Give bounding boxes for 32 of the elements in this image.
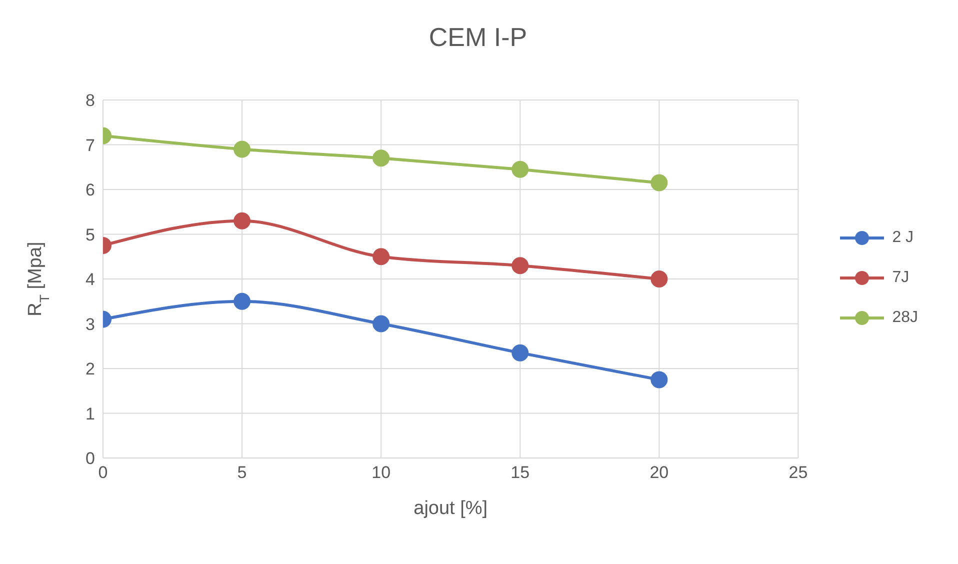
- x-tick-label: 25: [788, 463, 808, 482]
- x-tick-label: 15: [510, 463, 530, 482]
- y-tick-label: 2: [86, 360, 95, 379]
- point: [234, 212, 251, 230]
- y-tick-label: 7: [86, 136, 95, 155]
- y-tick-label: 8: [86, 91, 95, 110]
- x-tick-label: 20: [650, 463, 669, 482]
- legend-label: 28J: [892, 309, 918, 327]
- point: [650, 174, 668, 192]
- point: [512, 160, 529, 178]
- point: [234, 292, 251, 310]
- y-tick-label: 1: [86, 404, 95, 424]
- point: [650, 270, 668, 288]
- point: [372, 150, 390, 167]
- x-tick-label: 10: [372, 463, 391, 482]
- x-tick-label: 5: [237, 463, 247, 482]
- point: [234, 140, 251, 158]
- chart-title: CEM I-P: [428, 22, 528, 53]
- y-tick-label: 5: [86, 225, 95, 244]
- x-tick-label: 0: [98, 463, 108, 482]
- y-tick-label: 0: [86, 449, 95, 468]
- x-axis-title: ajout [%]: [414, 498, 488, 519]
- point: [650, 371, 668, 388]
- y-tick-label: 4: [86, 270, 95, 290]
- legend-label: 2 J: [892, 229, 914, 247]
- point: [372, 315, 390, 332]
- y-tick-label: 3: [86, 314, 95, 334]
- point: [372, 248, 390, 266]
- legend-label: 7J: [892, 269, 910, 287]
- point: [512, 344, 529, 362]
- point: [512, 257, 529, 274]
- y-tick-label: 6: [86, 180, 95, 200]
